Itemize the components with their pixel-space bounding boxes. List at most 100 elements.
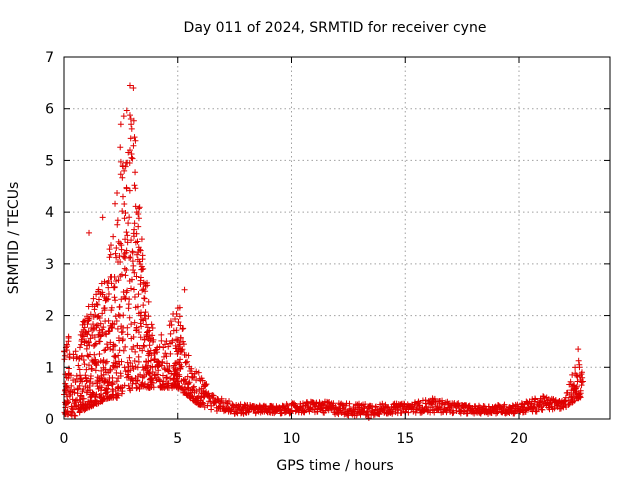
data-point-marker <box>122 236 129 243</box>
data-point-marker <box>141 295 148 302</box>
axis-ticks <box>63 56 610 420</box>
data-point-marker <box>89 366 96 373</box>
data-point-marker <box>174 350 181 357</box>
data-point-marker <box>140 302 147 309</box>
data-point-marker <box>181 286 188 293</box>
data-point-marker <box>121 167 128 174</box>
data-point-marker <box>80 333 87 340</box>
data-point-marker <box>141 336 148 343</box>
data-point-marker <box>131 319 138 326</box>
data-point-marker <box>137 334 144 341</box>
data-point-marker <box>92 367 99 374</box>
data-point-marker <box>103 341 110 348</box>
data-point-marker <box>85 303 92 310</box>
data-point-marker <box>84 331 91 338</box>
data-point-marker <box>133 385 140 392</box>
data-point-marker <box>566 400 573 407</box>
data-point-marker <box>178 363 185 370</box>
data-point-marker <box>103 331 110 338</box>
data-point-marker <box>138 236 145 243</box>
data-point-marker <box>80 386 87 393</box>
data-point-marker <box>86 342 93 349</box>
data-point-marker <box>95 296 102 303</box>
data-point-marker <box>65 333 72 340</box>
data-point-marker <box>132 169 139 176</box>
data-point-marker <box>80 357 87 364</box>
data-point-marker <box>150 384 157 391</box>
data-point-marker <box>302 407 309 414</box>
data-point-marker <box>77 372 84 379</box>
data-point-marker <box>190 373 197 380</box>
data-point-marker <box>176 313 183 320</box>
data-point-marker <box>128 237 135 244</box>
data-point-marker <box>142 315 149 322</box>
data-point-marker <box>133 273 140 280</box>
data-point-marker <box>167 318 174 325</box>
data-point-marker <box>126 354 133 361</box>
data-point-marker <box>96 314 103 321</box>
data-point-marker <box>84 352 91 359</box>
chart-title: Day 011 of 2024, SRMTID for receiver cyn… <box>184 20 487 36</box>
data-point-marker <box>361 405 368 412</box>
data-point-marker <box>149 375 156 382</box>
data-point-marker <box>111 342 118 349</box>
data-point-marker <box>113 245 120 252</box>
data-point-marker <box>429 395 436 402</box>
data-point-marker <box>82 372 89 379</box>
y-tick-label: 3 <box>45 257 54 273</box>
data-point-marker <box>175 319 182 326</box>
data-point-marker <box>156 343 163 350</box>
data-point-marker <box>127 359 134 366</box>
data-point-marker <box>120 312 127 319</box>
data-point-marker <box>147 357 154 364</box>
data-point-marker <box>184 384 191 391</box>
data-point-marker <box>96 350 103 357</box>
y-tick-label: 4 <box>45 205 54 221</box>
data-point-marker <box>122 272 129 279</box>
data-point-marker <box>144 282 151 289</box>
data-point-marker <box>86 315 93 322</box>
data-point-marker <box>123 247 130 254</box>
data-point-marker <box>129 249 136 256</box>
data-point-marker <box>106 254 113 261</box>
data-point-marker <box>91 334 98 341</box>
data-point-marker <box>125 220 132 227</box>
data-point-marker <box>117 171 124 178</box>
data-point-marker <box>117 144 124 151</box>
data-point-marker <box>76 366 83 373</box>
data-point-marker <box>127 254 134 261</box>
data-point-marker <box>575 357 582 364</box>
data-point-marker <box>95 286 102 293</box>
data-point-marker <box>193 368 200 375</box>
data-point-marker <box>124 324 131 331</box>
data-point-marker <box>108 280 115 287</box>
data-point-marker <box>123 266 130 273</box>
data-point-marker <box>158 331 165 338</box>
data-point-marker <box>115 277 122 284</box>
data-point-marker <box>98 384 105 391</box>
data-point-marker <box>450 409 457 416</box>
data-point-marker <box>139 287 146 294</box>
data-point-marker <box>121 250 128 257</box>
data-point-marker <box>126 147 133 154</box>
data-point-marker <box>131 269 138 276</box>
data-point-marker <box>86 229 93 236</box>
data-point-marker <box>128 121 135 128</box>
data-point-marker <box>266 406 273 413</box>
data-point-marker <box>115 238 122 245</box>
data-point-marker <box>150 336 157 343</box>
data-point-marker <box>119 174 126 181</box>
data-point-marker <box>118 246 125 253</box>
data-point-marker <box>123 185 130 192</box>
data-point-marker <box>81 361 88 368</box>
data-point-marker <box>365 414 372 421</box>
data-point-marker <box>173 310 180 317</box>
data-point-marker <box>83 366 90 373</box>
data-point-marker <box>87 375 94 382</box>
data-point-marker <box>200 400 207 407</box>
data-point-marker <box>199 377 206 384</box>
data-point-marker <box>111 294 118 301</box>
data-point-marker <box>80 395 87 402</box>
x-tick-label: 0 <box>60 431 69 447</box>
data-point-marker <box>431 409 438 416</box>
